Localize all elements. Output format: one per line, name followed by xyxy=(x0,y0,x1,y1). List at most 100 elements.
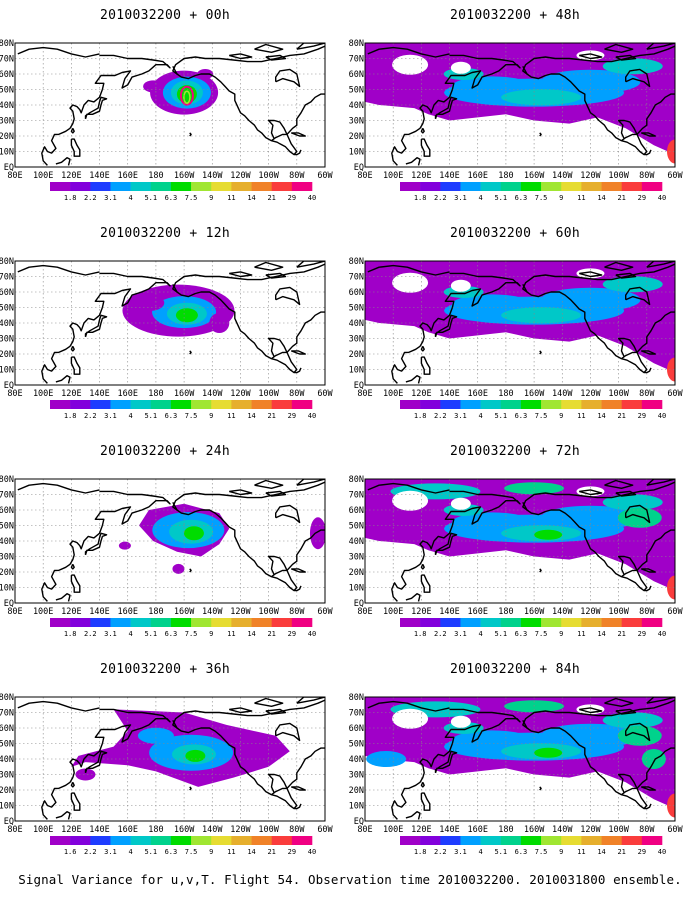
lon-tick-label: 60W xyxy=(317,171,333,181)
lon-tick-label: 160E xyxy=(117,171,137,181)
map-gridlines xyxy=(15,43,325,167)
coastlines xyxy=(367,697,675,820)
variance-shading xyxy=(143,69,219,115)
lat-tick-label: 20N xyxy=(0,786,14,796)
map-frame xyxy=(364,260,676,386)
colorbar-swatch xyxy=(291,836,313,845)
colorbar-swatch xyxy=(271,182,293,191)
lat-tick-label: 30N xyxy=(0,117,14,127)
colorbar-swatch xyxy=(500,836,522,845)
colorbar-label: 4 xyxy=(479,630,483,638)
colorbar-swatch xyxy=(641,836,663,845)
colorbar-label: 29 xyxy=(638,412,646,420)
lon-tick-label: 100E xyxy=(383,607,403,617)
map-gridlines xyxy=(15,479,325,603)
lat-tick-label: 10N xyxy=(0,148,14,158)
colorbar-label: 6.3 xyxy=(165,630,178,638)
lat-tick-label: 70N xyxy=(349,55,364,65)
lon-tick-label: 60W xyxy=(667,171,683,181)
lat-tick-label: 70N xyxy=(349,273,364,283)
colorbar-label: 6.3 xyxy=(165,194,178,202)
lon-tick-label: 120W xyxy=(230,825,251,835)
variance-shading xyxy=(365,261,675,382)
colorbar-label: 1.8 xyxy=(414,630,427,638)
colorbar-swatch xyxy=(400,400,421,409)
lon-tick-label: 180 xyxy=(498,171,513,181)
lat-tick-label: 80N xyxy=(0,39,14,49)
colorbar-swatch xyxy=(150,400,172,409)
colorbar-label: 14 xyxy=(597,412,605,420)
colorbar-label: 3.1 xyxy=(454,194,467,202)
colorbar-label: 14 xyxy=(597,630,605,638)
lat-tick-label: 10N xyxy=(0,366,14,376)
lat-tick-label: 50N xyxy=(0,304,14,314)
colorbar-label: 29 xyxy=(638,630,646,638)
colorbar-label: 11 xyxy=(577,848,585,856)
lon-tick-label: 120W xyxy=(230,607,251,617)
lon-tick-label: 120W xyxy=(580,171,601,181)
lat-tick-label: 80N xyxy=(349,475,364,485)
colorbar-swatch xyxy=(601,836,622,845)
lon-tick-label: 100E xyxy=(383,171,403,181)
colorbar-label: 2.2 xyxy=(434,194,447,202)
lon-tick-label: 100E xyxy=(33,607,53,617)
colorbar-swatch xyxy=(440,836,461,845)
colorbar-label: 3.1 xyxy=(104,630,117,638)
colorbar-swatch xyxy=(400,182,421,191)
lon-tick-label: 180 xyxy=(498,607,513,617)
colorbar-swatch xyxy=(231,182,252,191)
colorbar-label: 11 xyxy=(227,630,235,638)
colorbar-label: 40 xyxy=(308,848,316,856)
colorbar-swatch xyxy=(271,400,293,409)
colorbar-swatch xyxy=(110,182,131,191)
lon-tick-label: 100W xyxy=(608,825,629,835)
colorbar-label: 11 xyxy=(227,194,235,202)
lon-tick-label: 80W xyxy=(639,825,655,835)
colorbar-swatch xyxy=(211,182,232,191)
lat-tick-label: 70N xyxy=(0,273,14,283)
lon-tick-label: 140E xyxy=(439,825,459,835)
panel-title: 2010032200 + 84h xyxy=(449,662,581,677)
coastlines xyxy=(17,43,325,166)
map-frame xyxy=(364,478,676,604)
colorbar-swatch xyxy=(641,618,663,627)
lon-tick-label: 140E xyxy=(89,389,109,399)
lon-tick-label: 120W xyxy=(580,607,601,617)
lat-tick-label: 20N xyxy=(349,132,364,142)
map-gridlines xyxy=(365,697,675,821)
colorbar-label: 2.2 xyxy=(84,194,97,202)
colorbar-label: 4 xyxy=(479,412,483,420)
colorbar-label: 29 xyxy=(288,848,296,856)
colorbar: 1.8 2.2 3.1 4 5.1 6.3 7.5 9 11 14 21 29 40 xyxy=(400,182,666,202)
lon-tick-label: 120E xyxy=(411,607,431,617)
lon-tick-label: 160W xyxy=(524,171,545,181)
coastlines xyxy=(367,43,675,166)
coastlines xyxy=(367,261,675,384)
lat-tick-label: EQ xyxy=(354,381,364,391)
lat-tick-label: 40N xyxy=(0,101,14,111)
lon-tick-label: 160W xyxy=(174,825,195,835)
colorbar-swatch xyxy=(440,618,461,627)
colorbar-swatch xyxy=(251,400,272,409)
lat-tick-label: 20N xyxy=(349,568,364,578)
colorbar-label: 5.1 xyxy=(144,194,157,202)
colorbar-swatch xyxy=(400,836,421,845)
colorbar-swatch xyxy=(70,182,91,191)
lon-tick-label: 100E xyxy=(33,389,53,399)
colorbar: 1.8 2.2 3.1 4 5.1 6.3 7.5 9 11 14 21 29 40 xyxy=(50,618,316,638)
coastlines xyxy=(367,479,675,602)
panel-title: 2010032200 + 36h xyxy=(99,662,231,677)
colorbar-swatch xyxy=(621,836,643,845)
colorbar-label: 14 xyxy=(247,848,255,856)
forecast-panel: 2010032200 + 12h 80N 70N 60N 50N 40N 30N 20N 10N… xyxy=(0,226,334,438)
map-frame xyxy=(14,478,326,604)
colorbar-swatch xyxy=(420,400,441,409)
lon-tick-label: 180 xyxy=(498,389,513,399)
colorbar-swatch xyxy=(520,400,542,409)
forecast-panel: 2010032200 + 60h 80N 70N 60N 50N 40N 30N 20N 10N… xyxy=(349,226,684,438)
lon-tick-label: 60W xyxy=(317,825,333,835)
colorbar-label: 9 xyxy=(559,848,563,856)
colorbar-label: 7.5 xyxy=(185,848,198,856)
colorbar-label: 9 xyxy=(209,194,213,202)
lon-tick-label: 120E xyxy=(61,389,81,399)
